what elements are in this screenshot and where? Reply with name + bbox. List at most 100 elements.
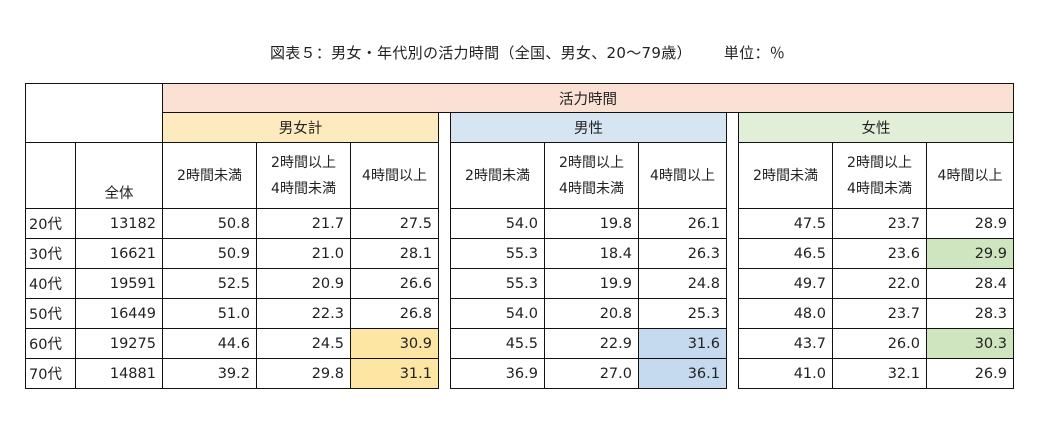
- highlighted-value-cell: 31.6: [638, 328, 727, 359]
- value-cell: 54.0: [450, 208, 545, 239]
- highlighted-value-cell: 30.9: [350, 328, 439, 359]
- value-cell: 32.1: [832, 358, 927, 389]
- age-cell: 30代: [25, 238, 76, 269]
- value-cell: 45.5: [450, 328, 545, 359]
- value-cell: 22.3: [256, 298, 351, 329]
- subheader-2to4h-male: 2時間以上 4時間未満: [544, 142, 639, 209]
- value-cell: 20.9: [256, 268, 351, 299]
- column-gap: [726, 142, 739, 209]
- value-cell: 48.0: [738, 298, 833, 329]
- title-text: 図表５：男女・年代別の活力時間（全国、男女、20〜79歳）: [269, 44, 692, 62]
- column-gap: [438, 112, 451, 143]
- column-gap: [726, 208, 739, 239]
- value-cell: 25.3: [638, 298, 727, 329]
- table-row: 30代 16621 50.9 21.0 28.1 55.3 18.4 26.3 …: [25, 238, 1014, 269]
- value-cell: 26.9: [926, 358, 1014, 389]
- subheader-line: 4時間以上: [362, 167, 427, 184]
- value-cell: 29.8: [256, 358, 351, 389]
- total-cell: 13182: [75, 208, 163, 239]
- highlighted-value-cell: 29.9: [926, 238, 1014, 269]
- age-cell: 50代: [25, 298, 76, 329]
- total-cell: 14881: [75, 358, 163, 389]
- column-gap: [726, 238, 739, 269]
- chart-title: 図表５：男女・年代別の活力時間（全国、男女、20〜79歳） 単位：％: [0, 42, 1055, 63]
- subheader-line: 2時間未満: [177, 167, 242, 184]
- value-cell: 24.8: [638, 268, 727, 299]
- age-header-cell: [25, 142, 76, 209]
- subheader-line: 4時間未満: [559, 180, 624, 197]
- highlighted-value-cell: 31.1: [350, 358, 439, 389]
- value-cell: 36.9: [450, 358, 545, 389]
- value-cell: 22.0: [832, 268, 927, 299]
- value-cell: 55.3: [450, 268, 545, 299]
- value-cell: 19.8: [544, 208, 639, 239]
- column-gap: [438, 238, 451, 269]
- value-cell: 28.9: [926, 208, 1014, 239]
- value-cell: 46.5: [738, 238, 833, 269]
- value-cell: 44.6: [162, 328, 257, 359]
- value-cell: 22.9: [544, 328, 639, 359]
- column-gap: [438, 268, 451, 299]
- total-header: 全体: [75, 142, 163, 209]
- group-header-male: 男性: [450, 112, 727, 143]
- subheader-line: 4時間未満: [847, 180, 912, 197]
- header-vitality-time: 活力時間: [162, 83, 1014, 113]
- subheader-line: 4時間以上: [937, 167, 1003, 184]
- value-cell: 20.8: [544, 298, 639, 329]
- age-cell: 60代: [25, 328, 76, 359]
- value-cell: 27.0: [544, 358, 639, 389]
- subheader-line: 4時間以上: [650, 167, 715, 184]
- value-cell: 26.0: [832, 328, 927, 359]
- value-cell: 49.7: [738, 268, 833, 299]
- value-cell: 50.9: [162, 238, 257, 269]
- vitality-table: 活力時間 男女計 男性 女性 全体 2時間未満 2時間以上 4時間未満 4時間以上…: [25, 83, 1014, 389]
- total-cell: 16621: [75, 238, 163, 269]
- subheader-line: 2時間以上: [271, 154, 336, 171]
- subheader-line: 2時間未満: [753, 167, 818, 184]
- total-cell: 16449: [75, 298, 163, 329]
- value-cell: 26.1: [638, 208, 727, 239]
- highlighted-value-cell: 36.1: [638, 358, 727, 389]
- column-gap: [726, 112, 739, 143]
- column-gap: [438, 328, 451, 359]
- value-cell: 26.6: [350, 268, 439, 299]
- value-cell: 19.9: [544, 268, 639, 299]
- value-cell: 28.4: [926, 268, 1014, 299]
- column-gap: [438, 298, 451, 329]
- value-cell: 39.2: [162, 358, 257, 389]
- value-cell: 24.5: [256, 328, 351, 359]
- age-cell: 70代: [25, 358, 76, 389]
- highlighted-value-cell: 30.3: [926, 328, 1014, 359]
- subheader-lt2h-all: 2時間未満: [162, 142, 257, 209]
- corner-cell: [25, 83, 163, 143]
- value-cell: 27.5: [350, 208, 439, 239]
- table-row: 60代 19275 44.6 24.5 30.9 45.5 22.9 31.6 …: [25, 328, 1014, 359]
- value-cell: 23.6: [832, 238, 927, 269]
- value-cell: 28.1: [350, 238, 439, 269]
- value-cell: 26.8: [350, 298, 439, 329]
- age-cell: 20代: [25, 208, 76, 239]
- value-cell: 55.3: [450, 238, 545, 269]
- column-gap: [726, 358, 739, 389]
- column-gap: [438, 208, 451, 239]
- value-cell: 23.7: [832, 208, 927, 239]
- value-cell: 43.7: [738, 328, 833, 359]
- value-cell: 21.0: [256, 238, 351, 269]
- value-cell: 18.4: [544, 238, 639, 269]
- value-cell: 28.3: [926, 298, 1014, 329]
- value-cell: 54.0: [450, 298, 545, 329]
- value-cell: 23.7: [832, 298, 927, 329]
- subheader-lt2h-female: 2時間未満: [738, 142, 833, 209]
- value-cell: 41.0: [738, 358, 833, 389]
- value-cell: 26.3: [638, 238, 727, 269]
- column-gap: [438, 358, 451, 389]
- subheader-line: 2時間未満: [465, 167, 530, 184]
- subheader-ge4h-male: 4時間以上: [638, 142, 727, 209]
- subheader-line: 2時間以上: [559, 154, 624, 171]
- table-row: 50代 16449 51.0 22.3 26.8 54.0 20.8 25.3 …: [25, 298, 1014, 329]
- table-row: 70代 14881 39.2 29.8 31.1 36.9 27.0 36.1 …: [25, 358, 1014, 389]
- subheader-2to4h-all: 2時間以上 4時間未満: [256, 142, 351, 209]
- subheader-ge4h-all: 4時間以上: [350, 142, 439, 209]
- subheader-lt2h-male: 2時間未満: [450, 142, 545, 209]
- subheader-ge4h-female: 4時間以上: [926, 142, 1014, 209]
